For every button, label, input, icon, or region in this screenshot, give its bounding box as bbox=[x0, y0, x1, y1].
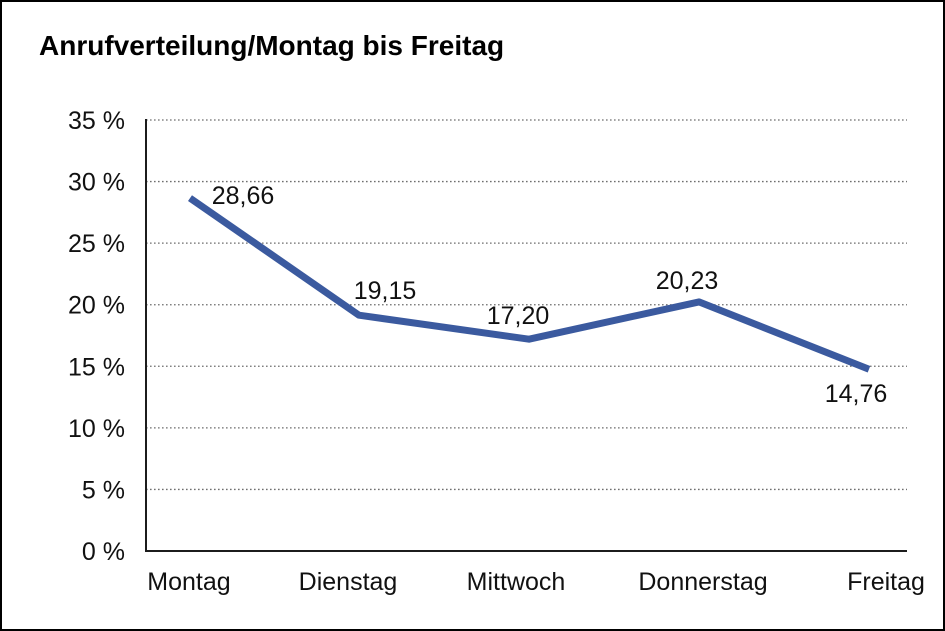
x-category-label: Montag bbox=[147, 568, 230, 596]
y-tick-label: 30 % bbox=[68, 169, 125, 197]
x-category-label: Mittwoch bbox=[467, 568, 566, 596]
data-label: 19,15 bbox=[354, 277, 417, 305]
y-tick-label: 5 % bbox=[82, 476, 125, 504]
y-tick-label: 35 % bbox=[68, 107, 125, 135]
y-tick-label: 20 % bbox=[68, 292, 125, 320]
data-label: 17,20 bbox=[487, 302, 550, 330]
x-category-label: Freitag bbox=[847, 568, 925, 596]
y-tick-label: 25 % bbox=[68, 230, 125, 258]
series-line-anrufverteilung bbox=[188, 195, 871, 373]
data-label: 20,23 bbox=[656, 267, 719, 295]
y-tick-label: 0 % bbox=[82, 538, 125, 566]
data-label: 14,76 bbox=[825, 380, 888, 408]
y-tick-label: 10 % bbox=[68, 415, 125, 443]
x-category-label: Dienstag bbox=[299, 568, 398, 596]
data-label: 28,66 bbox=[212, 182, 275, 210]
x-category-label: Donnerstag bbox=[638, 568, 767, 596]
chart-title: Anrufverteilung/Montag bis Freitag bbox=[39, 30, 505, 61]
y-tick-label: 15 % bbox=[68, 353, 125, 381]
